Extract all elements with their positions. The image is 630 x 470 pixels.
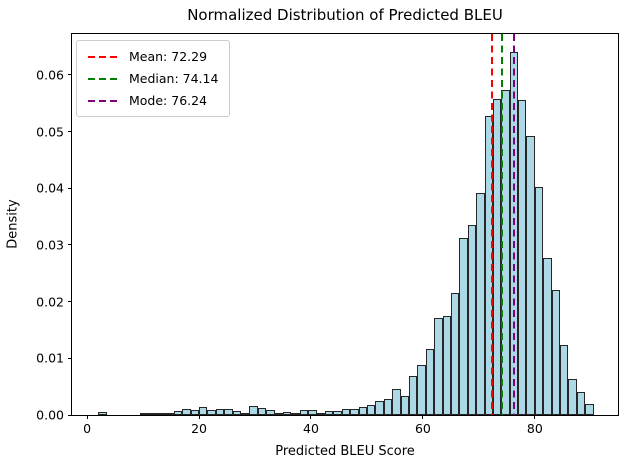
histogram-bar — [450, 293, 460, 415]
histogram-bar — [308, 410, 317, 415]
legend: Mean: 72.29 Median: 74.14 Mode: 76.24 — [76, 40, 231, 117]
y-tick-mark — [68, 74, 72, 76]
histogram-bar — [316, 412, 325, 415]
y-tick-label: 0.05 — [36, 124, 64, 140]
histogram-bar — [157, 413, 166, 415]
histogram-bar — [459, 237, 468, 415]
y-tick-label: 0.00 — [36, 407, 64, 423]
y-tick-mark — [68, 414, 72, 416]
legend-label-mode: Mode: 76.24 — [129, 93, 208, 108]
histogram-bar — [358, 407, 367, 415]
plot-area: Mean: 72.29 Median: 74.14 Mode: 76.24 0 2… — [36, 33, 619, 436]
x-tick-mark — [422, 415, 424, 419]
histogram-bar — [392, 388, 401, 415]
histogram-bar — [560, 345, 569, 415]
histogram-bar — [417, 365, 426, 415]
y-tick-label: 0.06 — [36, 67, 64, 83]
y-tick-label: 0.02 — [36, 294, 64, 310]
x-tick-mark — [198, 415, 200, 419]
chart-title: Normalized Distribution of Predicted BLE… — [187, 6, 503, 24]
histogram-bar — [182, 408, 191, 415]
histogram-bar — [434, 318, 443, 415]
histogram-bar — [492, 99, 502, 415]
histogram-bar — [526, 136, 535, 415]
legend-entry-mode: Mode: 76.24 — [88, 93, 218, 108]
x-tick-mark — [86, 415, 88, 419]
mode-dash-icon — [88, 99, 118, 102]
histogram-bar — [518, 99, 527, 415]
x-tick-label: 20 — [191, 421, 207, 436]
histogram-bar — [534, 187, 544, 415]
histogram-bar — [241, 412, 250, 415]
x-axis-label: Predicted BLEU Score — [275, 444, 415, 459]
histogram-bar — [249, 405, 258, 415]
histogram-bar — [333, 411, 342, 415]
histogram-bar — [199, 406, 208, 415]
histogram-bar — [576, 392, 586, 415]
histogram-bar — [274, 412, 283, 415]
histogram-bar — [232, 411, 242, 415]
median-dash-icon — [88, 77, 118, 80]
y-tick-mark — [68, 357, 72, 359]
histogram-bar — [299, 410, 309, 415]
histogram-bar — [148, 412, 158, 415]
histogram-bar — [173, 411, 183, 415]
histogram-bar — [366, 404, 376, 415]
histogram-bar — [165, 413, 174, 415]
histogram-bar — [207, 410, 216, 415]
mean-dash-icon — [88, 55, 118, 58]
histogram-bar — [224, 408, 233, 415]
histogram-bar — [476, 193, 485, 415]
y-axis-label: Density — [5, 199, 21, 249]
y-tick-label: 0.04 — [36, 180, 64, 196]
y-tick-mark — [68, 301, 72, 303]
x-tick-label: 0 — [83, 421, 92, 436]
x-tick-label: 80 — [526, 421, 543, 436]
histogram-bar — [383, 398, 393, 415]
mode-line — [512, 34, 515, 415]
y-tick-mark — [68, 187, 72, 189]
histogram-bar — [585, 404, 594, 415]
histogram-bar — [291, 412, 300, 415]
mean-line — [490, 34, 493, 415]
x-tick-label: 60 — [414, 421, 431, 436]
legend-label-median: Median: 74.14 — [129, 71, 219, 86]
y-tick-label: 0.03 — [36, 237, 64, 253]
histogram-bar — [257, 408, 267, 415]
histogram-bar — [400, 396, 409, 415]
histogram-bar — [543, 257, 552, 415]
legend-label-mean: Mean: 72.29 — [129, 49, 208, 64]
histogram-bar — [341, 408, 351, 415]
y-tick-mark — [68, 244, 72, 246]
histogram-bar — [551, 289, 561, 415]
histogram-bar — [350, 408, 359, 415]
x-tick-label: 40 — [303, 421, 319, 436]
median-line — [501, 34, 504, 415]
histogram-bar — [408, 375, 418, 415]
legend-entry-mean: Mean: 72.29 — [88, 49, 218, 64]
y-tick-label: 0.01 — [36, 350, 64, 366]
histogram-bar — [190, 410, 200, 415]
x-tick-mark — [534, 415, 536, 419]
histogram-bar — [467, 225, 477, 415]
histogram-bar — [425, 349, 435, 415]
histogram-bar — [375, 400, 384, 415]
y-tick-mark — [68, 131, 72, 133]
legend-entry-median: Median: 74.14 — [88, 71, 218, 86]
histogram-bar — [215, 409, 225, 415]
x-tick-mark — [310, 415, 312, 419]
histogram-bar — [442, 315, 451, 415]
histogram-bar — [568, 379, 577, 415]
histogram-bar — [98, 412, 107, 415]
histogram-bar — [266, 409, 275, 415]
histogram-bar — [140, 413, 149, 415]
histogram-bar — [324, 411, 334, 415]
histogram-bar — [283, 411, 292, 415]
